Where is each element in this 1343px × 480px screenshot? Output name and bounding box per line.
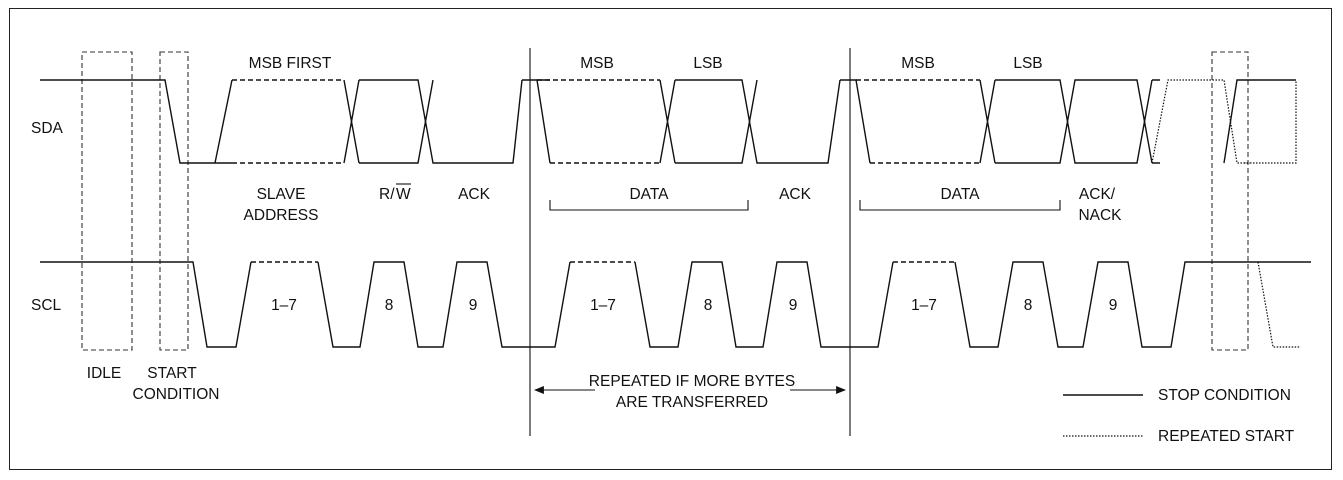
rw-label-r: R/	[379, 186, 395, 203]
scl-bit9-label-b: 9	[789, 297, 798, 314]
scl-bit8-label-a: 8	[385, 297, 394, 314]
legend-stop-label: STOP CONDITION	[1158, 387, 1291, 404]
data-label-2: DATA	[940, 186, 980, 203]
legend-repeated-start-label: REPEATED START	[1158, 428, 1295, 445]
scl-bits-label-b: 1–7	[590, 297, 616, 314]
scl-bits-label-c: 1–7	[911, 297, 937, 314]
scl-bit8-label-c: 8	[1024, 297, 1033, 314]
slave-label: SLAVE	[257, 186, 306, 203]
lsb-label-1: LSB	[693, 55, 722, 72]
stop-region-box	[1211, 51, 1249, 351]
scl-bits-label-a: 1–7	[271, 297, 297, 314]
data-bracket-2	[859, 200, 1061, 211]
sda-label: SDA	[31, 120, 64, 137]
diagram-frame	[9, 8, 1332, 470]
idle-label: IDLE	[87, 365, 121, 382]
scl-waveform	[40, 261, 1311, 348]
msb-label-2: MSB	[901, 55, 935, 72]
scl-bit9-label-c: 9	[1109, 297, 1118, 314]
scl-bit8-label-b: 8	[704, 297, 713, 314]
address-label: ADDRESS	[244, 207, 319, 224]
ack-nack-label-1: ACK/	[1079, 186, 1116, 203]
ack-label-1: ACK	[458, 186, 491, 203]
ack-label-2: ACK	[779, 186, 812, 203]
scl-bit9-label-a: 9	[469, 297, 478, 314]
sda-waveform	[40, 79, 1297, 164]
data-label-1: DATA	[629, 186, 669, 203]
lsb-label-2: LSB	[1013, 55, 1042, 72]
msb-label-1: MSB	[580, 55, 614, 72]
start-region-box	[159, 51, 189, 351]
start-label: START	[147, 365, 197, 382]
rw-label-w: W	[396, 186, 411, 203]
data-bracket-1	[549, 200, 749, 211]
ack-nack-label-2: NACK	[1078, 207, 1122, 224]
idle-region-box	[81, 51, 133, 351]
condition-label: CONDITION	[133, 386, 220, 403]
msb-first-label: MSB FIRST	[249, 55, 332, 72]
scl-label: SCL	[31, 297, 62, 314]
repeated-label-2: ARE TRANSFERRED	[616, 394, 768, 411]
repeated-label-1: REPEATED IF MORE BYTES	[589, 373, 795, 390]
